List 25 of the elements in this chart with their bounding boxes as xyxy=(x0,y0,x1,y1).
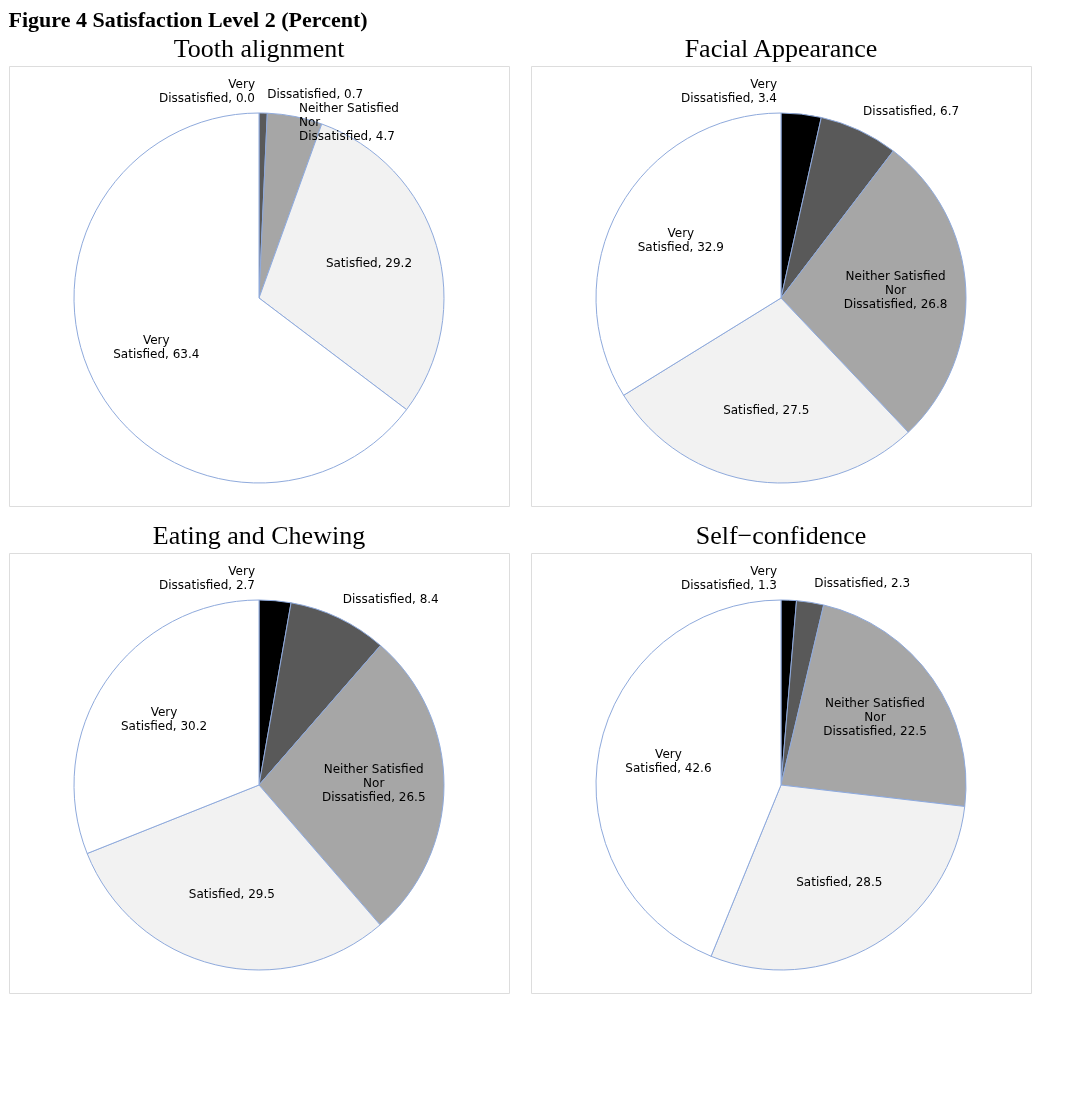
data-label: Dissatisfied, 6.7 xyxy=(863,104,960,119)
data-label: Very Satisfied, 63.4 xyxy=(113,333,200,362)
data-label: Very Dissatisfied, 3.4 xyxy=(681,77,777,105)
chart-title: Self−confidence xyxy=(695,521,867,550)
caption: Figure 4 Satisfaction Level 2 (Percent) xyxy=(8,6,368,32)
data-label: Very Satisfied, 42.6 xyxy=(625,746,712,775)
data-label: Neither Satisfied Nor Dissatisfied, 4.7 xyxy=(298,101,399,144)
data-label: Neither Satisfied Nor Dissatisfied, 26.5 xyxy=(321,762,426,805)
data-label: Satisfied, 29.5 xyxy=(188,887,275,902)
data-label: Dissatisfied, 2.3 xyxy=(814,576,911,591)
data-label: Neither Satisfied Nor Dissatisfied, 26.8 xyxy=(843,268,948,311)
data-label: Satisfied, 28.5 xyxy=(796,874,883,889)
chart-title: Tooth alignment xyxy=(173,34,346,63)
data-label: Dissatisfied, 8.4 xyxy=(342,592,439,607)
data-label: Neither Satisfied Nor Dissatisfied, 22.5 xyxy=(823,696,927,739)
data-label: Very Satisfied, 30.2 xyxy=(120,704,208,733)
data-label: Very Satisfied, 32.9 xyxy=(637,226,724,255)
data-label: Dissatisfied, 0.7 xyxy=(267,87,364,102)
chart-title: Facial Appearance xyxy=(684,34,878,63)
data-label: Satisfied, 29.2 xyxy=(325,256,413,271)
text: Very Dissatisfied, 0.0 xyxy=(159,77,255,105)
data-label: Very Dissatisfied, 2.7 xyxy=(159,564,255,592)
data-label: Very Dissatisfied, 1.3 xyxy=(681,564,777,592)
chart-title: Eating and Chewing xyxy=(152,521,366,550)
data-label: Satisfied, 27.5 xyxy=(723,402,810,417)
